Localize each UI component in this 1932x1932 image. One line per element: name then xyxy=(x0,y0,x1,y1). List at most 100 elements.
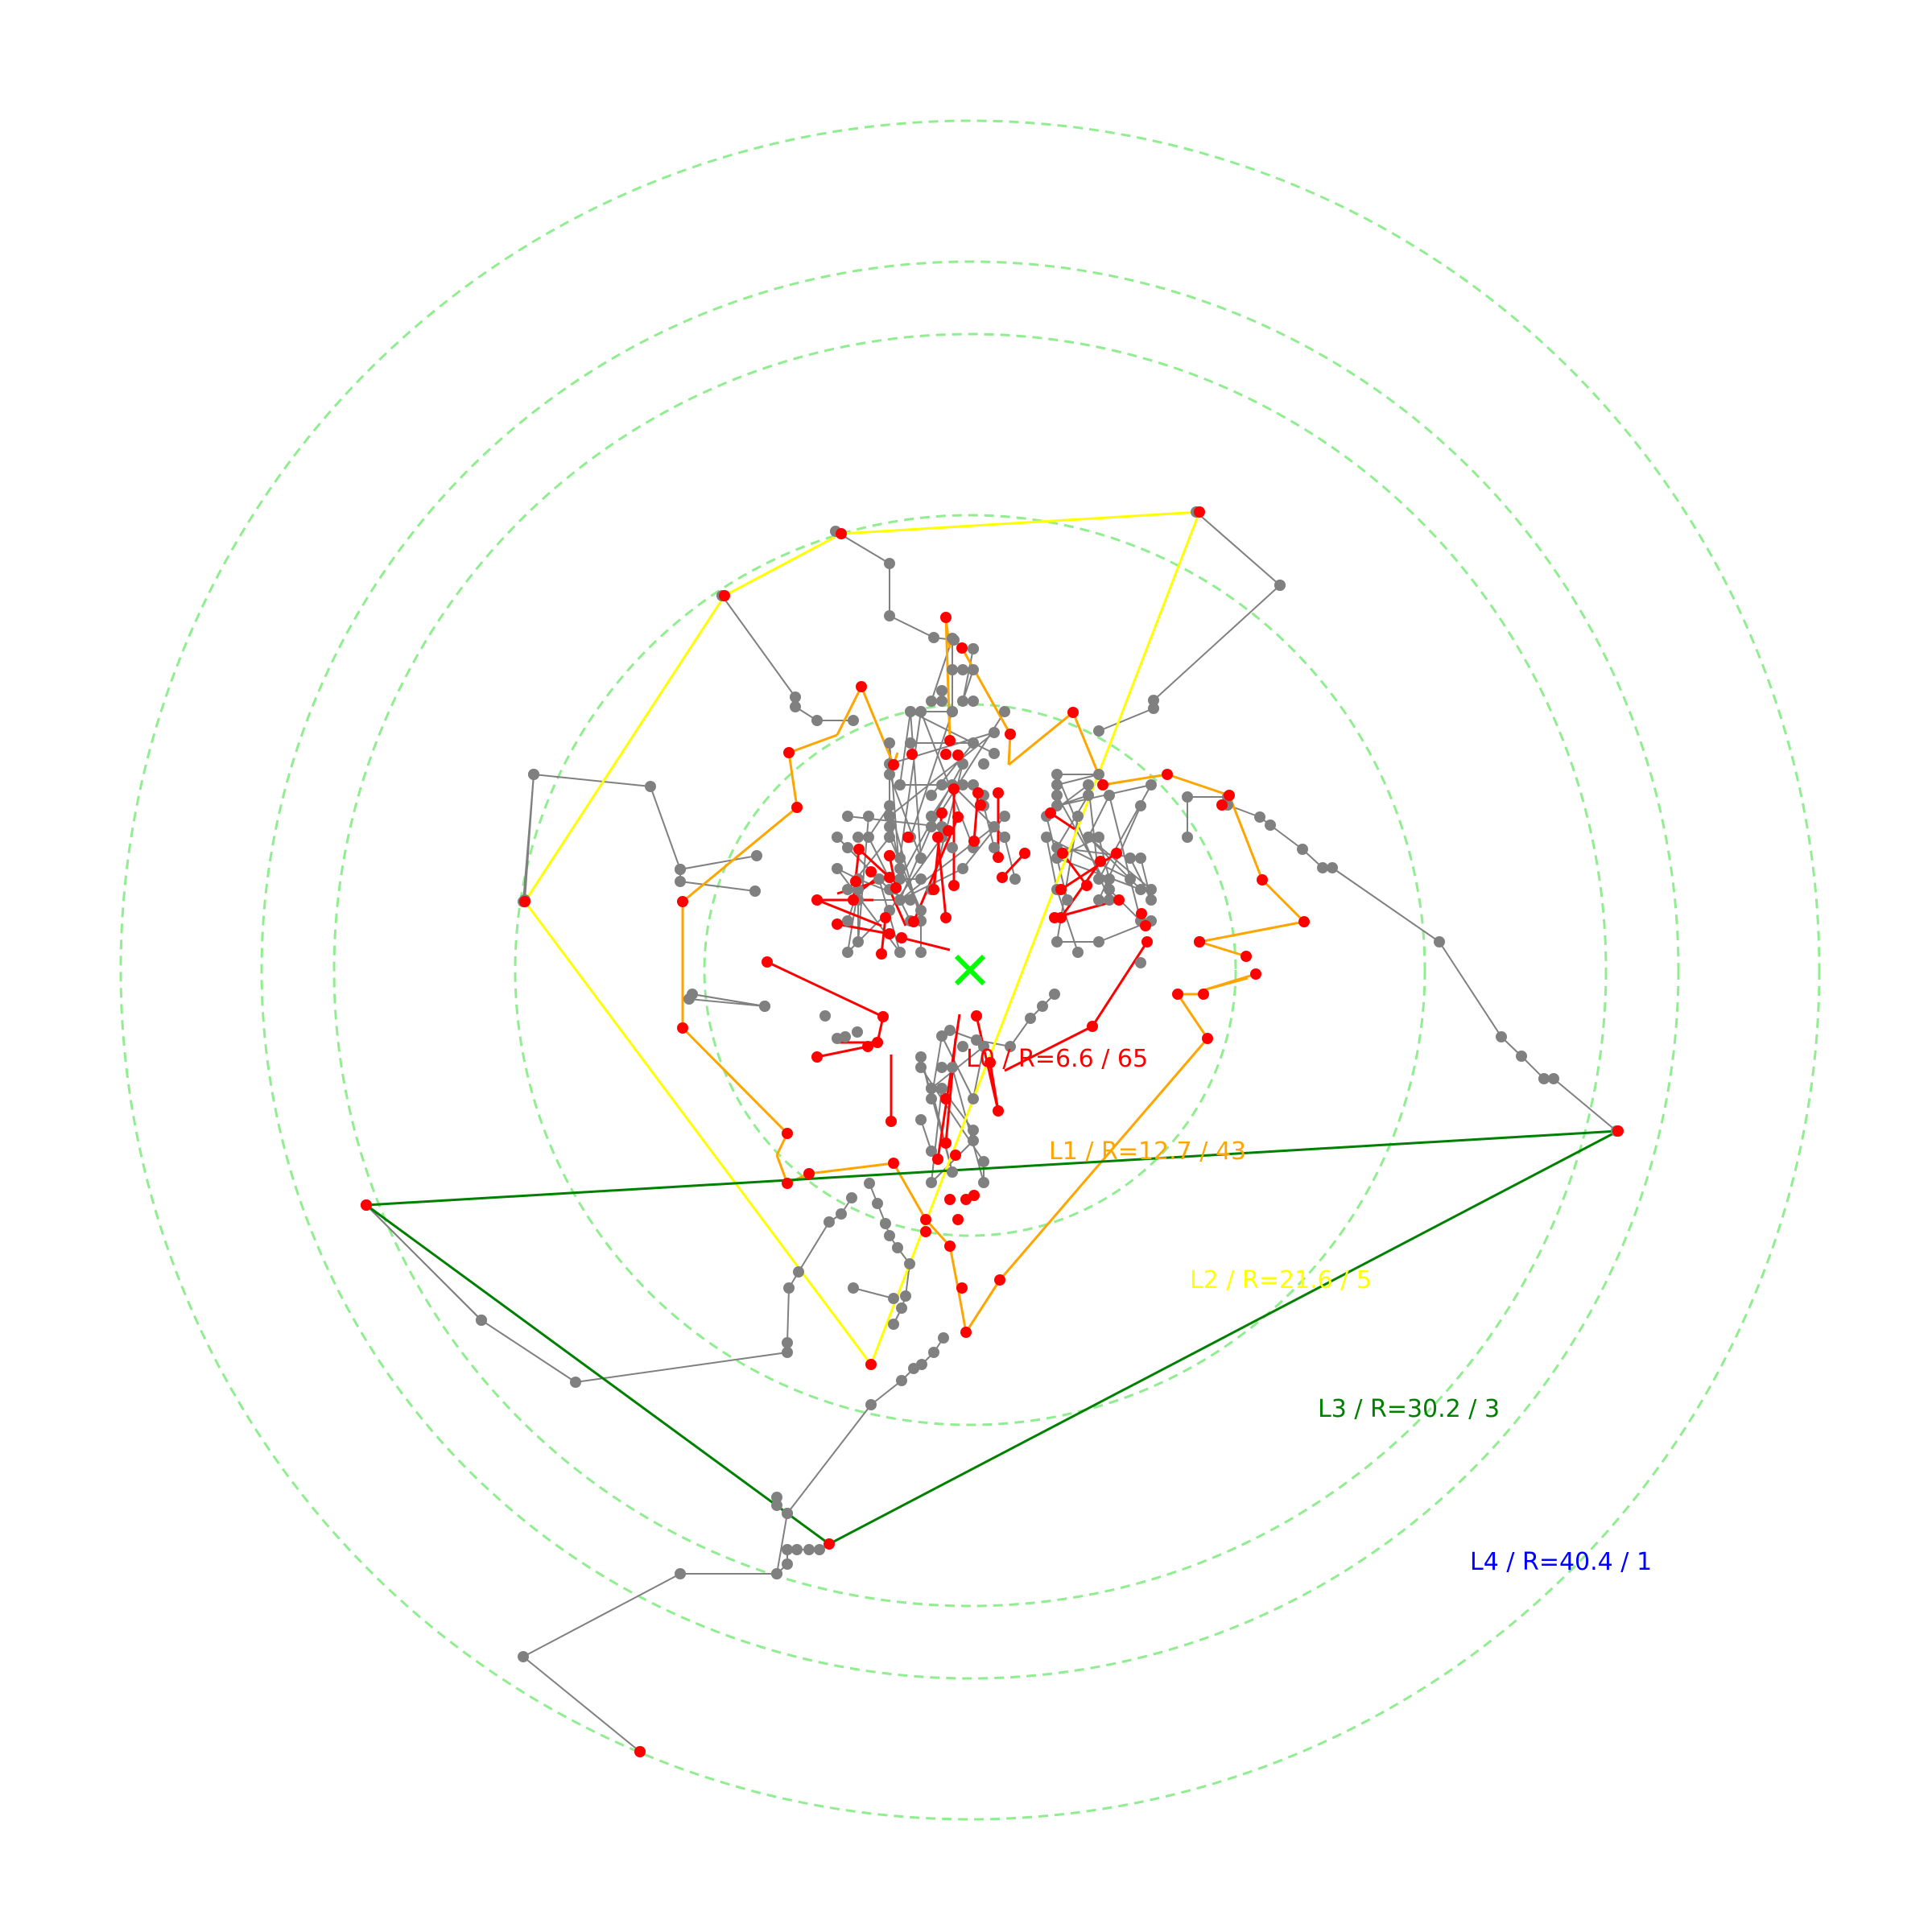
gray-node xyxy=(819,1010,831,1022)
l1-edge xyxy=(964,1279,1001,1333)
gray-node xyxy=(1049,989,1060,1000)
center-x-icon xyxy=(954,954,986,986)
red-node xyxy=(952,811,964,823)
l0-edge xyxy=(816,898,882,927)
gray-edge xyxy=(679,881,756,892)
red-node xyxy=(1172,989,1183,1000)
gray-node xyxy=(852,1026,863,1038)
red-node xyxy=(811,1051,823,1063)
l0-edge xyxy=(989,1062,1000,1112)
red-node xyxy=(848,894,859,906)
l1-edge xyxy=(1176,993,1209,1039)
red-node xyxy=(1087,1021,1098,1032)
gray-edge xyxy=(931,1140,974,1183)
gray-node xyxy=(1327,862,1338,873)
l1-edge xyxy=(960,647,1012,735)
gray-edge xyxy=(481,1319,576,1383)
red-node xyxy=(944,735,956,746)
l3-edge xyxy=(365,1203,830,1546)
gray-node xyxy=(1051,790,1063,801)
gray-node xyxy=(1265,819,1276,831)
gray-node xyxy=(645,781,656,792)
red-node xyxy=(884,872,895,883)
l0-edge xyxy=(1091,941,1149,1027)
gray-edge xyxy=(786,1404,872,1514)
gray-node xyxy=(894,873,906,885)
gray-node xyxy=(915,873,927,885)
gray-node xyxy=(884,610,895,621)
gray-edge xyxy=(721,595,796,698)
gray-node xyxy=(803,1544,815,1555)
gray-node xyxy=(675,1568,686,1579)
red-node xyxy=(361,1199,372,1211)
red-node xyxy=(940,612,952,623)
red-node xyxy=(1216,799,1228,811)
gray-node xyxy=(518,1651,529,1662)
gray-node xyxy=(863,811,874,822)
red-node xyxy=(956,642,968,654)
red-node xyxy=(1162,769,1173,780)
gray-edge xyxy=(1046,836,1058,890)
gray-node xyxy=(1037,1001,1048,1012)
gray-node xyxy=(842,884,853,895)
gray-node xyxy=(1104,790,1115,801)
gray-node xyxy=(926,1177,937,1188)
red-node xyxy=(888,759,899,770)
gray-node xyxy=(928,1347,939,1358)
l0-edge xyxy=(857,848,891,879)
red-node xyxy=(1081,880,1092,891)
gray-node xyxy=(936,1030,947,1042)
gray-node xyxy=(1317,862,1328,873)
gray-edge xyxy=(365,1204,482,1321)
red-node xyxy=(920,1226,931,1237)
gray-node xyxy=(1025,1013,1036,1024)
gray-node xyxy=(884,811,895,822)
red-node xyxy=(908,916,919,927)
gray-node xyxy=(915,852,927,864)
gray-node xyxy=(968,737,979,749)
l0-edge xyxy=(1004,1025,1093,1072)
gray-node xyxy=(884,1230,895,1241)
gray-node xyxy=(771,1492,782,1503)
gray-nodes xyxy=(361,506,1622,1757)
l0-edge xyxy=(944,1038,957,1144)
gray-node xyxy=(872,1198,883,1209)
level-label-l1: L1 / R=12.7 / 43 xyxy=(1049,1137,1246,1166)
radius-circle-l2 xyxy=(332,332,1608,1608)
gray-node xyxy=(896,1375,907,1386)
gray-node xyxy=(1005,1041,1016,1052)
red-node xyxy=(1241,951,1252,962)
red-node xyxy=(940,912,952,923)
gray-edge xyxy=(1108,889,1141,922)
gray-node xyxy=(978,1177,989,1188)
gray-node xyxy=(1297,844,1308,855)
gray-edge xyxy=(1331,867,1440,943)
gray-edge xyxy=(688,998,766,1007)
red-node xyxy=(519,896,530,907)
gray-node xyxy=(947,1166,958,1178)
red-node xyxy=(811,894,823,906)
red-node xyxy=(993,1105,1004,1117)
l1-edge xyxy=(924,1218,952,1248)
gray-node xyxy=(848,1282,859,1294)
gray-node xyxy=(873,873,885,885)
gray-node xyxy=(926,1146,937,1157)
red-node xyxy=(832,919,843,930)
gray-node xyxy=(936,1062,947,1073)
level-label-l3: L3 / R=30.2 / 3 xyxy=(1318,1395,1500,1423)
gray-node xyxy=(1125,873,1136,885)
l0-edge xyxy=(816,1045,869,1059)
gray-node xyxy=(476,1315,487,1326)
gray-node xyxy=(1051,800,1063,811)
red-node xyxy=(1194,936,1205,947)
l2-edge xyxy=(523,901,873,1365)
red-node xyxy=(803,1168,815,1179)
gray-node xyxy=(782,1544,793,1555)
gray-edge xyxy=(522,1656,641,1752)
gray-node xyxy=(957,1041,968,1052)
gray-node xyxy=(884,800,895,811)
gray-node xyxy=(842,947,853,958)
red-node xyxy=(886,1116,897,1127)
gray-node xyxy=(846,1192,857,1203)
gray-node xyxy=(1182,791,1193,803)
